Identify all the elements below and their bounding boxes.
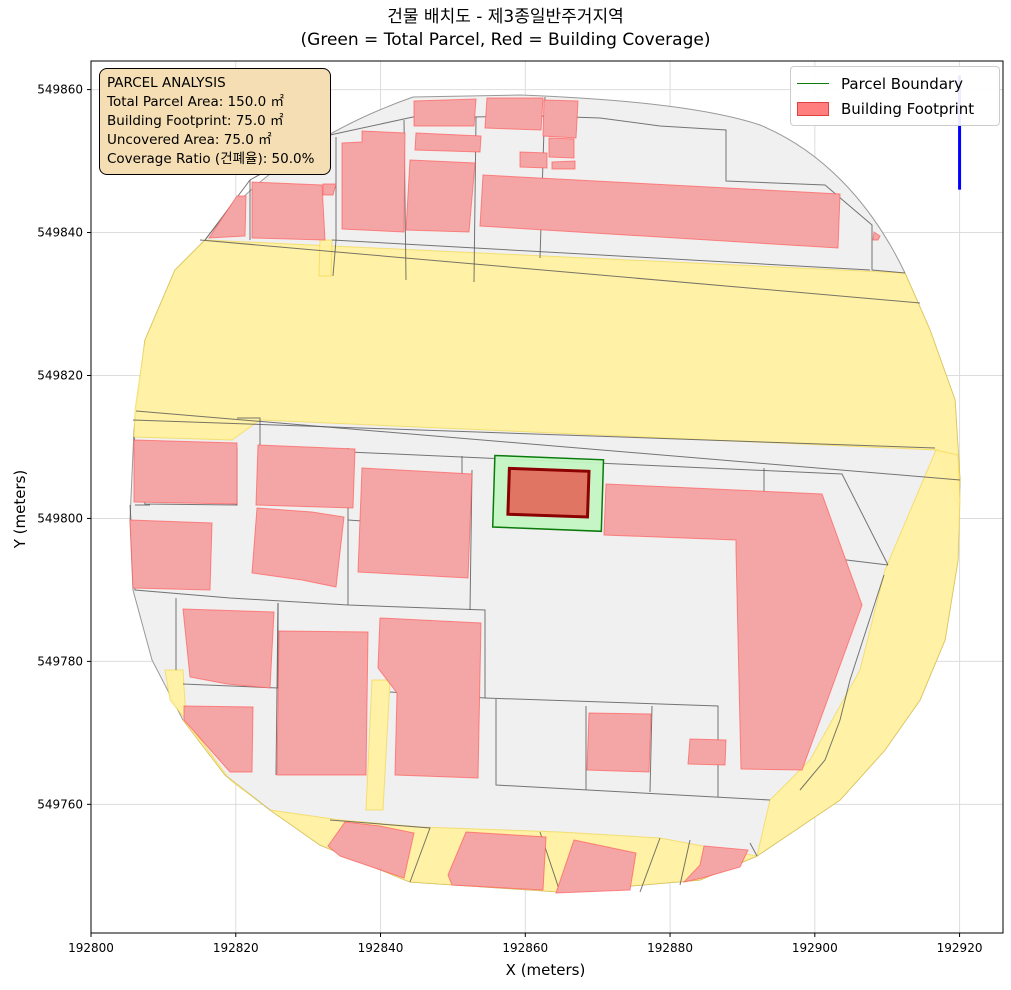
building <box>519 151 548 169</box>
x-tick-label: 192800 <box>68 941 114 955</box>
building <box>479 174 841 249</box>
map-title-line2: (Green = Total Parcel, Red = Building Co… <box>300 30 711 50</box>
info-footprint: Building Footprint: 75.0 ㎡ <box>107 113 284 129</box>
y-tick-label: 549780 <box>37 654 83 668</box>
basemap <box>129 75 962 894</box>
y-tick-label: 549840 <box>37 226 83 240</box>
building <box>484 97 544 131</box>
legend-label-building: Building Footprint <box>841 99 975 118</box>
building <box>357 467 473 579</box>
target-building-footprint[interactable] <box>506 466 591 519</box>
building <box>555 839 637 894</box>
road-mid-strip <box>365 679 391 811</box>
building <box>251 181 326 241</box>
map-title: 건물 배치도 - 제3종일반주거지역 (Green = Total Parcel… <box>0 6 1011 52</box>
x-tick-label: 192920 <box>937 941 983 955</box>
axes-frame <box>90 60 1004 934</box>
building <box>872 231 881 241</box>
y-tick-label: 549760 <box>37 797 83 811</box>
building <box>603 483 863 771</box>
x-tick-label: 192840 <box>358 941 404 955</box>
building <box>447 831 547 891</box>
building <box>183 705 254 773</box>
y-axis-label: Y (meters) <box>11 469 29 549</box>
building <box>129 519 213 591</box>
y-tick-label: 549860 <box>37 83 83 97</box>
x-axis-label: X (meters) <box>505 961 586 979</box>
road-main-band <box>133 239 961 506</box>
y-axis-ticks: 549760 549780 549800 549820 549840 549860 <box>37 83 91 811</box>
info-uncovered: Uncovered Area: 75.0 ㎡ <box>107 132 272 148</box>
map-title-line1: 건물 배치도 - 제3종일반주거지역 <box>387 7 624 27</box>
building <box>327 821 415 879</box>
building <box>586 712 652 773</box>
building <box>251 507 345 588</box>
building <box>682 845 749 883</box>
legend-label-parcel: Parcel Boundary <box>841 74 964 93</box>
legend-line-icon <box>797 83 829 84</box>
building <box>341 130 406 233</box>
building <box>413 98 477 127</box>
building <box>322 183 337 196</box>
building <box>405 159 476 233</box>
building <box>276 630 369 776</box>
info-heading: PARCEL ANALYSIS <box>107 75 226 91</box>
parcel-analysis-box: PARCEL ANALYSIS Total Parcel Area: 150.0… <box>99 68 331 175</box>
info-total-area: Total Parcel Area: 150.0 ㎡ <box>107 94 284 110</box>
building <box>182 608 275 689</box>
y-tick-label: 549800 <box>37 511 83 525</box>
x-tick-label: 192820 <box>213 941 259 955</box>
building <box>377 617 482 779</box>
building <box>208 195 247 239</box>
buildings <box>129 97 881 894</box>
building <box>551 160 576 170</box>
legend-item-building: Building Footprint <box>797 96 993 121</box>
x-axis-ticks: 192800 192820 192840 192860 192880 192900 1929… <box>68 933 982 955</box>
legend-item-parcel: Parcel Boundary <box>797 71 993 96</box>
x-tick-label: 192900 <box>792 941 838 955</box>
building <box>414 132 482 153</box>
y-tick-label: 549820 <box>37 368 83 382</box>
x-tick-label: 192860 <box>502 941 548 955</box>
x-tick-label: 192880 <box>647 941 693 955</box>
building <box>255 444 356 509</box>
info-coverage: Coverage Ratio (건폐율): 50.0% <box>107 151 315 167</box>
building <box>542 99 579 139</box>
building <box>687 738 727 766</box>
legend: Parcel Boundary Building Footprint <box>790 66 1000 126</box>
building <box>133 439 238 505</box>
road-north-strip <box>318 239 333 277</box>
legend-box-icon <box>797 101 829 116</box>
road-east-diagonal <box>756 449 961 858</box>
building <box>548 137 575 159</box>
